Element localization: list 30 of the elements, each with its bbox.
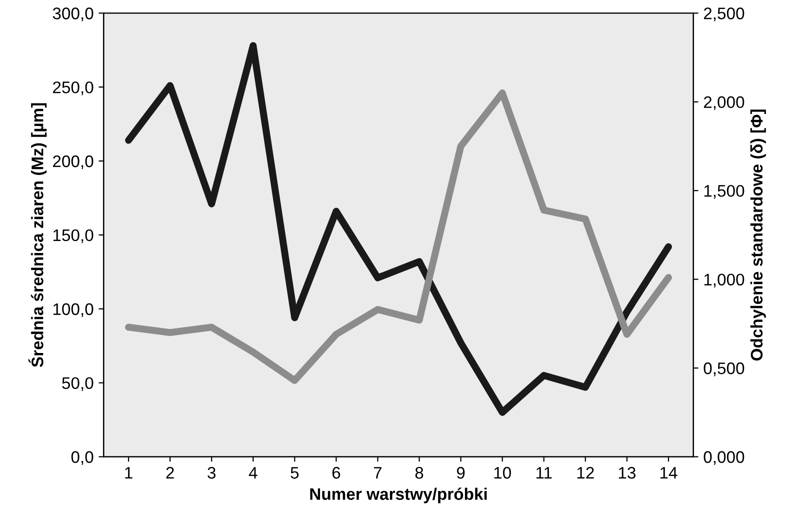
x-axis-title: Numer warstwy/próbki — [310, 488, 487, 504]
y-tick-label: 150,0 — [53, 229, 94, 244]
y-axis-title: Średnia średnica ziaren (Mz) [µm] — [28, 103, 47, 368]
x-tick-label: 7 — [374, 467, 382, 479]
y2-tick-label: 2,000 — [704, 96, 744, 110]
y-tick-label: 50,0 — [62, 377, 94, 391]
y-tick-label: 200,0 — [53, 155, 94, 170]
x-tick-label: 3 — [208, 466, 216, 479]
y-tick-label: 100,0 — [53, 303, 94, 318]
x-tick-label: 12 — [577, 466, 594, 479]
y2-tick-label: 1,500 — [704, 184, 744, 199]
y-tick-label: 0,0 — [71, 451, 94, 465]
x-tick-label: 1 — [125, 467, 132, 479]
x-tick-label: 10 — [494, 466, 511, 479]
x-tick-label: 11 — [536, 467, 552, 479]
x-tick-label: 13 — [618, 466, 636, 479]
y-tick-label: 250,0 — [53, 81, 94, 96]
x-tick-label: 9 — [456, 466, 465, 479]
x-tick-label: 6 — [332, 466, 340, 479]
y2-tick-label: 1,000 — [704, 274, 744, 288]
y-tick-label: 300,0 — [52, 8, 94, 22]
x-tick-label: 4 — [248, 467, 258, 479]
y2-axis-title: Odchylenie standardowe (δ) [Φ] — [750, 110, 766, 361]
x-tick-label: 5 — [290, 467, 299, 479]
y2-tick-label: 2,500 — [704, 8, 744, 22]
x-tick-label: 14 — [660, 467, 678, 479]
x-tick-label: 2 — [166, 466, 174, 479]
x-tick-label: 8 — [415, 466, 424, 479]
y2-tick-label: 0,500 — [704, 362, 744, 376]
y2-tick-label: 0,000 — [704, 451, 744, 465]
